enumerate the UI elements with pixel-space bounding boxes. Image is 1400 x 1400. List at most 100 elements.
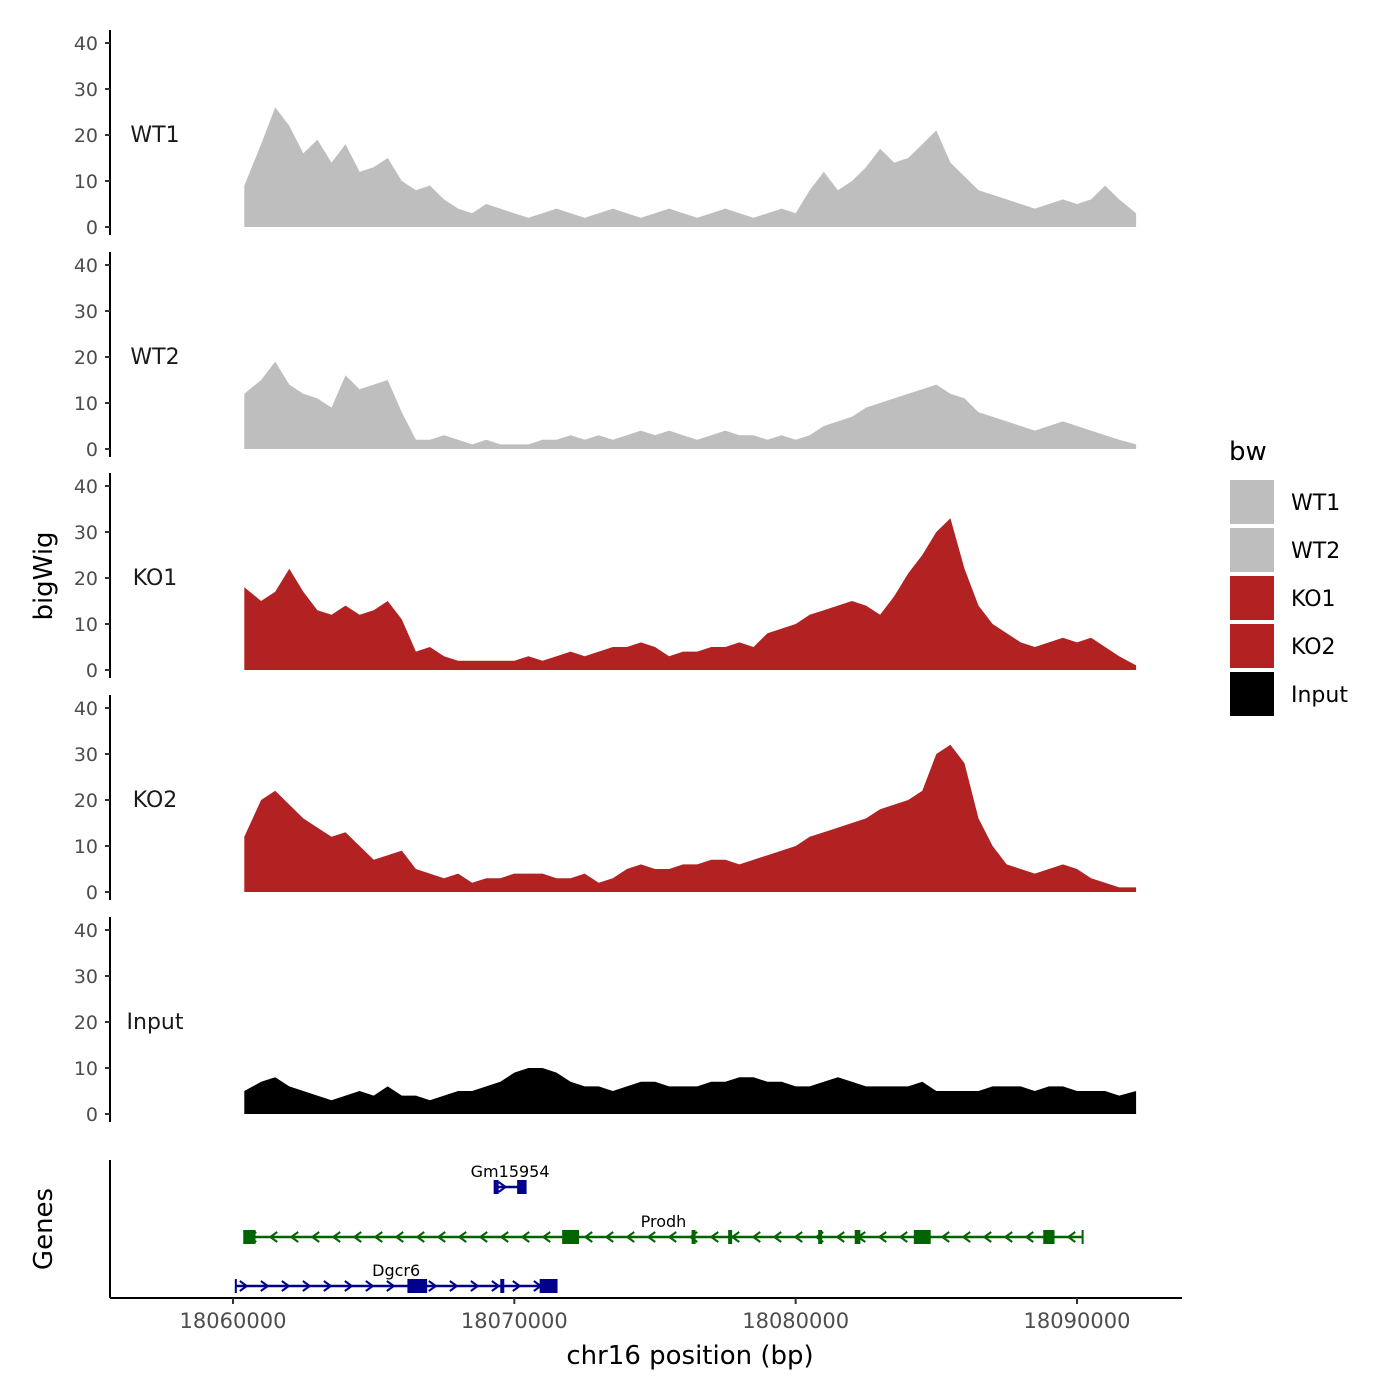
gene-label: Dgcr6	[372, 1261, 420, 1280]
signal-area-ko1	[244, 518, 1137, 670]
track-ko1: 0 10 20 30 40 KO1	[74, 473, 1137, 682]
gene-track: Gm15954 Prodh Dgcr6	[109, 1160, 1084, 1298]
y-tick-label: 30	[74, 79, 98, 101]
signal-area-ko2	[244, 744, 1137, 892]
gene-exon	[854, 1230, 861, 1244]
y-axis-title: bigWig	[29, 531, 59, 620]
y-tick-label: 20	[74, 125, 98, 147]
y-tick-label: 0	[86, 1104, 98, 1126]
strand-arrow-right-icon	[512, 1280, 522, 1292]
legend-key-ko1	[1230, 576, 1274, 620]
x-tick-label: 18080000	[742, 1309, 849, 1333]
legend-label-ko1: KO1	[1291, 587, 1336, 612]
gene-exon	[244, 1230, 256, 1244]
gene-exon	[691, 1230, 696, 1244]
y-tick-label: 20	[74, 790, 98, 812]
y-tick-label: 10	[74, 393, 98, 415]
strand-arrow-left-icon	[1003, 1231, 1013, 1243]
strand-arrow-right-icon	[323, 1280, 333, 1292]
y-tick-label: 40	[74, 698, 98, 720]
signal-area-wt1	[244, 107, 1137, 227]
track-wt2: 0 10 20 30 40 WT2	[74, 252, 1137, 461]
gene-exon	[562, 1230, 580, 1244]
strand-arrow-left-icon	[457, 1231, 467, 1243]
y-tick-label: 40	[74, 33, 98, 55]
strand-arrow-left-icon	[961, 1231, 971, 1243]
y-tick-label: 20	[74, 347, 98, 369]
strand-arrow-left-icon	[667, 1231, 677, 1243]
legend-key-wt1	[1230, 480, 1274, 524]
y-tick-label: 10	[74, 1058, 98, 1080]
strand-arrow-left-icon	[541, 1231, 551, 1243]
gene-exon	[1043, 1230, 1055, 1244]
track-label-ko1: KO1	[133, 566, 178, 591]
y-tick-label: 40	[74, 255, 98, 277]
y-tick-label: 10	[74, 171, 98, 193]
x-tick-label: 18090000	[1024, 1309, 1131, 1333]
strand-arrow-left-icon	[877, 1231, 887, 1243]
strand-arrow-left-icon	[373, 1231, 383, 1243]
y-tick-label: 20	[74, 1012, 98, 1034]
strand-arrow-left-icon	[835, 1231, 845, 1243]
track-label-wt2: WT2	[130, 345, 179, 370]
legend-key-input	[1230, 672, 1274, 716]
legend-label-input: Input	[1291, 683, 1348, 708]
track-label-ko2: KO2	[133, 788, 178, 813]
legend-key-wt2	[1230, 528, 1274, 572]
gene-label: Gm15954	[471, 1162, 550, 1181]
strand-arrow-left-icon	[478, 1231, 488, 1243]
gene-dgcr6: Dgcr6	[234, 1261, 558, 1293]
strand-arrow-right-icon	[281, 1280, 291, 1292]
y-tick-label: 30	[74, 301, 98, 323]
legend-key-ko2	[1230, 624, 1274, 668]
gene-exon	[913, 1230, 931, 1244]
x-tick-label: 18060000	[180, 1309, 287, 1333]
track-label-wt1: WT1	[130, 123, 179, 148]
y-tick-label: 0	[86, 217, 98, 239]
strand-arrow-left-icon	[1024, 1231, 1034, 1243]
y-tick-label: 0	[86, 882, 98, 904]
strand-arrow-left-icon	[268, 1231, 278, 1243]
strand-arrow-left-icon	[709, 1231, 719, 1243]
strand-arrow-right-icon	[491, 1280, 501, 1292]
strand-arrow-left-icon	[352, 1231, 362, 1243]
y-tick-label: 40	[74, 920, 98, 942]
strand-arrow-right-icon	[386, 1280, 396, 1292]
y-tick-label: 30	[74, 966, 98, 988]
strand-arrow-right-icon	[498, 1181, 508, 1193]
y-tick-label: 20	[74, 568, 98, 590]
y-tick-label: 10	[74, 836, 98, 858]
strand-arrow-left-icon	[310, 1231, 320, 1243]
strand-arrow-left-icon	[772, 1231, 782, 1243]
gene-label: Prodh	[641, 1212, 687, 1231]
track-wt1: 0 10 20 30 40 WT1	[74, 30, 1137, 239]
strand-arrow-left-icon	[415, 1231, 425, 1243]
strand-arrow-left-icon	[436, 1231, 446, 1243]
legend-label-ko2: KO2	[1291, 635, 1336, 660]
signal-area-input	[244, 1068, 1137, 1114]
strand-arrow-right-icon	[239, 1280, 249, 1292]
strand-arrow-right-icon	[365, 1280, 375, 1292]
y-tick-label: 10	[74, 614, 98, 636]
gene-prodh: Prodh	[243, 1212, 1084, 1244]
y-tick-label: 30	[74, 522, 98, 544]
gene-exon	[407, 1279, 428, 1293]
strand-arrow-left-icon	[394, 1231, 404, 1243]
strand-arrow-right-icon	[302, 1280, 312, 1292]
strand-arrow-left-icon	[646, 1231, 656, 1243]
strand-arrow-left-icon	[625, 1231, 635, 1243]
strand-arrow-left-icon	[499, 1231, 509, 1243]
strand-arrow-right-icon	[344, 1280, 354, 1292]
x-axis: 18060000 18070000 18080000 18090000	[110, 1297, 1182, 1333]
strand-arrow-left-icon	[289, 1231, 299, 1243]
x-tick-label: 18070000	[461, 1309, 568, 1333]
gene-exon	[728, 1230, 733, 1244]
strand-arrow-left-icon	[730, 1231, 740, 1243]
strand-arrow-left-icon	[1066, 1231, 1076, 1243]
strand-arrow-left-icon	[940, 1231, 950, 1243]
legend: WT1 WT2 KO1 KO2 Input	[1230, 480, 1348, 716]
strand-arrow-left-icon	[583, 1231, 593, 1243]
strand-arrow-left-icon	[520, 1231, 530, 1243]
strand-arrow-left-icon	[898, 1231, 908, 1243]
strand-arrow-right-icon	[428, 1280, 438, 1292]
